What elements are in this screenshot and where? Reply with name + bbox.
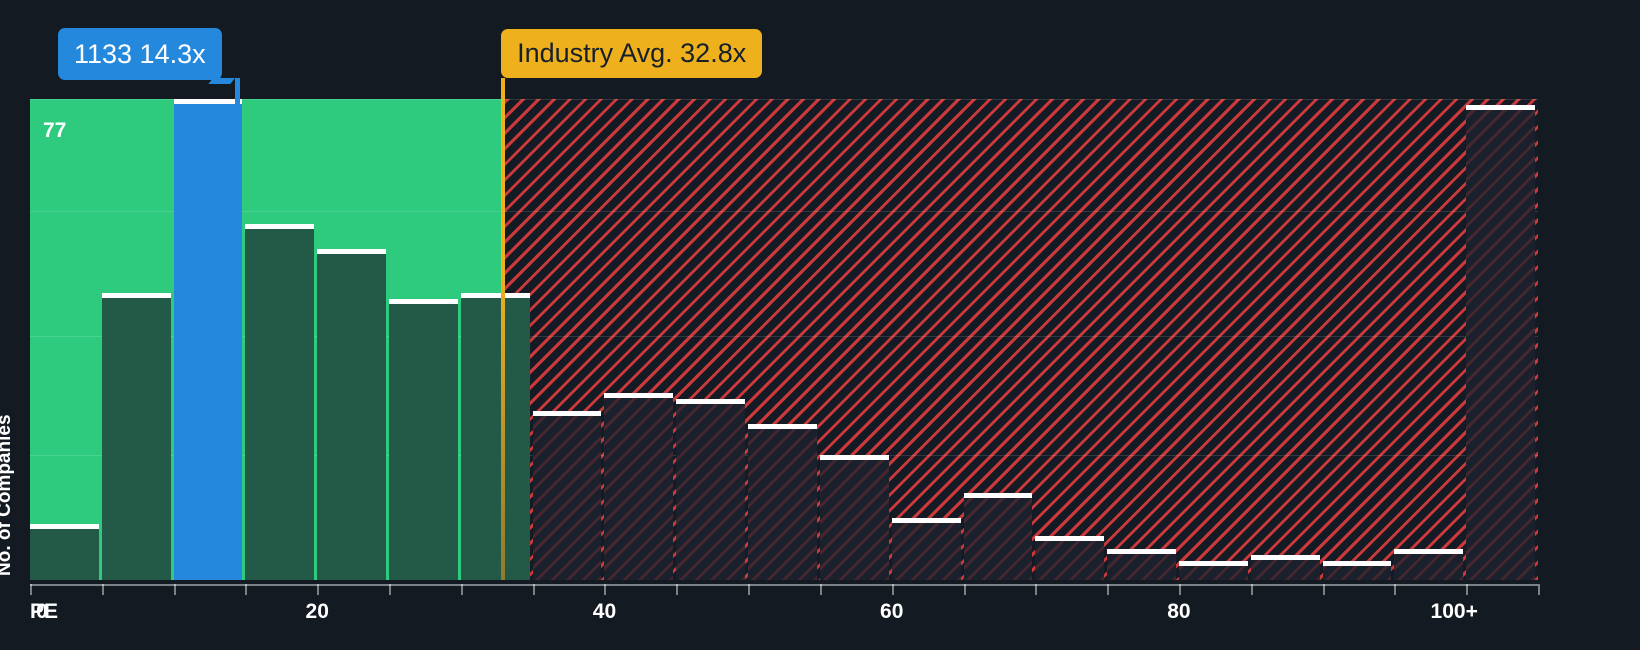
x-axis-tick bbox=[963, 584, 966, 595]
bar-cap bbox=[1466, 105, 1535, 111]
bar-cap bbox=[891, 517, 961, 523]
x-axis-tick bbox=[676, 584, 679, 595]
bar[interactable] bbox=[1394, 548, 1464, 580]
bar[interactable] bbox=[1322, 561, 1392, 580]
x-axis-label: 0 bbox=[36, 600, 48, 623]
x-axis-tick bbox=[1035, 584, 1038, 595]
bar-highlighted[interactable] bbox=[173, 99, 243, 580]
bar-cap bbox=[245, 223, 315, 229]
bar-cap bbox=[101, 292, 171, 298]
x-axis-tick bbox=[891, 584, 894, 595]
x-axis-label: 100+ bbox=[1430, 600, 1478, 623]
bar[interactable] bbox=[317, 248, 387, 580]
bar[interactable] bbox=[1178, 561, 1248, 580]
x-axis-tick bbox=[1322, 584, 1325, 595]
bar[interactable] bbox=[676, 398, 746, 580]
bar-cap bbox=[1035, 536, 1105, 542]
bar[interactable] bbox=[101, 292, 171, 580]
x-axis-line bbox=[30, 584, 1538, 586]
bar[interactable] bbox=[819, 455, 889, 580]
x-axis-tick bbox=[1538, 584, 1540, 595]
bar-cap bbox=[1107, 548, 1176, 554]
bar-cap bbox=[748, 423, 817, 429]
industry-average-callout-label: Industry Avg. 32.8x bbox=[517, 38, 747, 68]
bar[interactable] bbox=[1107, 548, 1176, 580]
x-axis-tick bbox=[460, 584, 463, 595]
bar-cap bbox=[460, 292, 530, 298]
y-axis-title: No. of Companies bbox=[0, 414, 15, 576]
plot-area: 77 No. of Companies bbox=[0, 99, 1538, 580]
bar-cap bbox=[1322, 561, 1392, 567]
x-axis-tick bbox=[1107, 584, 1110, 595]
x-axis-tick bbox=[1178, 584, 1181, 595]
bar[interactable] bbox=[245, 223, 315, 580]
bar-cap bbox=[173, 99, 243, 104]
bar-cap bbox=[317, 248, 387, 254]
bar-cap bbox=[819, 455, 889, 461]
bar-cap bbox=[676, 398, 746, 404]
company-pe-callout[interactable]: 1133 14.3x bbox=[58, 28, 222, 80]
x-axis-tick bbox=[532, 584, 535, 595]
bar[interactable] bbox=[748, 423, 817, 580]
x-axis-tick bbox=[819, 584, 822, 595]
bar[interactable] bbox=[389, 298, 458, 580]
x-axis-tick bbox=[317, 584, 320, 595]
y-axis-max-label: 77 bbox=[43, 119, 67, 142]
bar[interactable] bbox=[891, 517, 961, 580]
x-axis-tick bbox=[173, 584, 176, 595]
bar-cap bbox=[1250, 555, 1320, 561]
x-axis-label: 20 bbox=[305, 600, 329, 623]
bar[interactable] bbox=[1250, 555, 1320, 580]
x-axis-label: 60 bbox=[880, 600, 904, 623]
x-axis-tick bbox=[245, 584, 248, 595]
x-axis-tick bbox=[1250, 584, 1253, 595]
x-axis-tick bbox=[748, 584, 751, 595]
bar-series bbox=[30, 99, 1538, 580]
bar[interactable] bbox=[30, 523, 99, 580]
bar[interactable] bbox=[1466, 105, 1535, 580]
x-axis-tick bbox=[30, 584, 32, 595]
x-axis-label: 40 bbox=[592, 600, 617, 623]
bar[interactable] bbox=[532, 411, 602, 580]
bar-cap bbox=[963, 492, 1033, 498]
x-axis-tick bbox=[389, 584, 392, 595]
bar-cap bbox=[30, 523, 99, 529]
bar[interactable] bbox=[460, 292, 530, 580]
x-axis-tick bbox=[1466, 584, 1469, 595]
industry-average-callout[interactable]: Industry Avg. 32.8x bbox=[501, 29, 763, 78]
bar[interactable] bbox=[963, 492, 1033, 580]
x-axis-tick bbox=[1394, 584, 1397, 595]
x-axis-label: 80 bbox=[1167, 600, 1191, 623]
x-axis-prefix-label: PE bbox=[30, 600, 59, 623]
bar-cap bbox=[1394, 548, 1464, 554]
bar[interactable] bbox=[604, 392, 674, 580]
bar-cap bbox=[604, 392, 674, 398]
company-callout-pointer bbox=[235, 78, 241, 114]
x-axis-tick bbox=[604, 584, 607, 595]
industry-average-line bbox=[501, 78, 506, 580]
expensive-zone bbox=[501, 99, 1538, 580]
bar-cap bbox=[389, 298, 458, 304]
bar[interactable] bbox=[1035, 536, 1105, 580]
bar-cap bbox=[1178, 561, 1248, 567]
x-axis-tick bbox=[101, 584, 104, 595]
bar-cap bbox=[532, 411, 602, 417]
company-pe-callout-label: 1133 14.3x bbox=[74, 38, 206, 69]
